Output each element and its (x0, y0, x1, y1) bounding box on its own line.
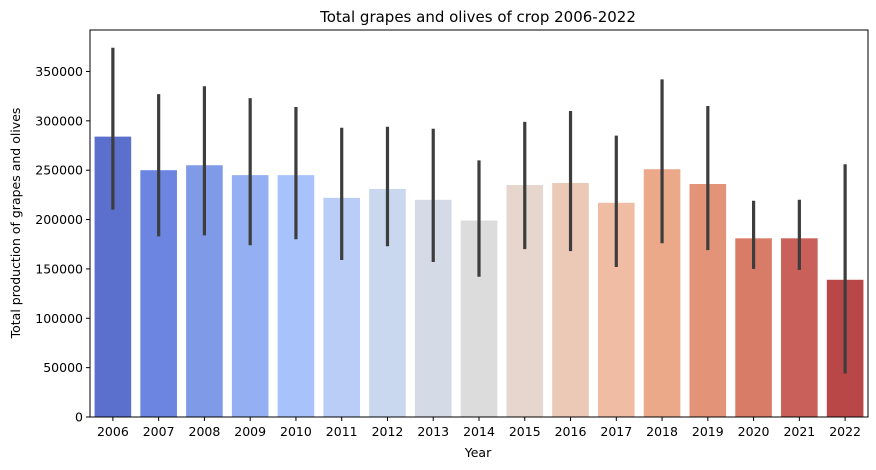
x-tick-label: 2017 (600, 424, 632, 439)
x-tick-label: 2013 (417, 424, 449, 439)
y-tick-label: 300000 (35, 113, 83, 128)
x-tick-label: 2016 (555, 424, 587, 439)
x-tick-label: 2015 (509, 424, 541, 439)
x-tick-label: 2021 (783, 424, 815, 439)
y-tick-label: 0 (75, 410, 83, 425)
x-tick-label: 2018 (646, 424, 678, 439)
x-tick-label: 2007 (143, 424, 175, 439)
y-tick-label: 250000 (35, 163, 83, 178)
x-tick-label: 2014 (463, 424, 495, 439)
x-tick-label: 2006 (97, 424, 129, 439)
y-tick-label: 200000 (35, 212, 83, 227)
x-tick-label: 2008 (189, 424, 221, 439)
y-tick-label: 100000 (35, 311, 83, 326)
x-tick-label: 2012 (372, 424, 404, 439)
bars-group (94, 136, 864, 418)
x-tick-label: 2020 (738, 424, 770, 439)
x-axis-title: Year (464, 445, 492, 460)
x-tick-label: 2010 (280, 424, 312, 439)
x-axis: 2006 2007 2008 2009 2010 2011 2012 2013 2014 2015… (97, 417, 861, 439)
x-tick-label: 2011 (326, 424, 358, 439)
y-tick-label: 350000 (35, 64, 83, 79)
error-bars-group (111, 47, 847, 374)
x-tick-label: 2019 (692, 424, 724, 439)
y-axis: 0 50000 100000 150000 200000 250000 300000 3500… (35, 64, 90, 425)
y-tick-label: 150000 (35, 261, 83, 276)
y-axis-title: Total production of grapes and olives (8, 108, 23, 340)
y-tick-label: 50000 (43, 360, 83, 375)
x-tick-label: 2009 (234, 424, 266, 439)
x-tick-label: 2022 (829, 424, 861, 439)
chart-title: Total grapes and olives of crop 2006-202… (319, 8, 636, 26)
